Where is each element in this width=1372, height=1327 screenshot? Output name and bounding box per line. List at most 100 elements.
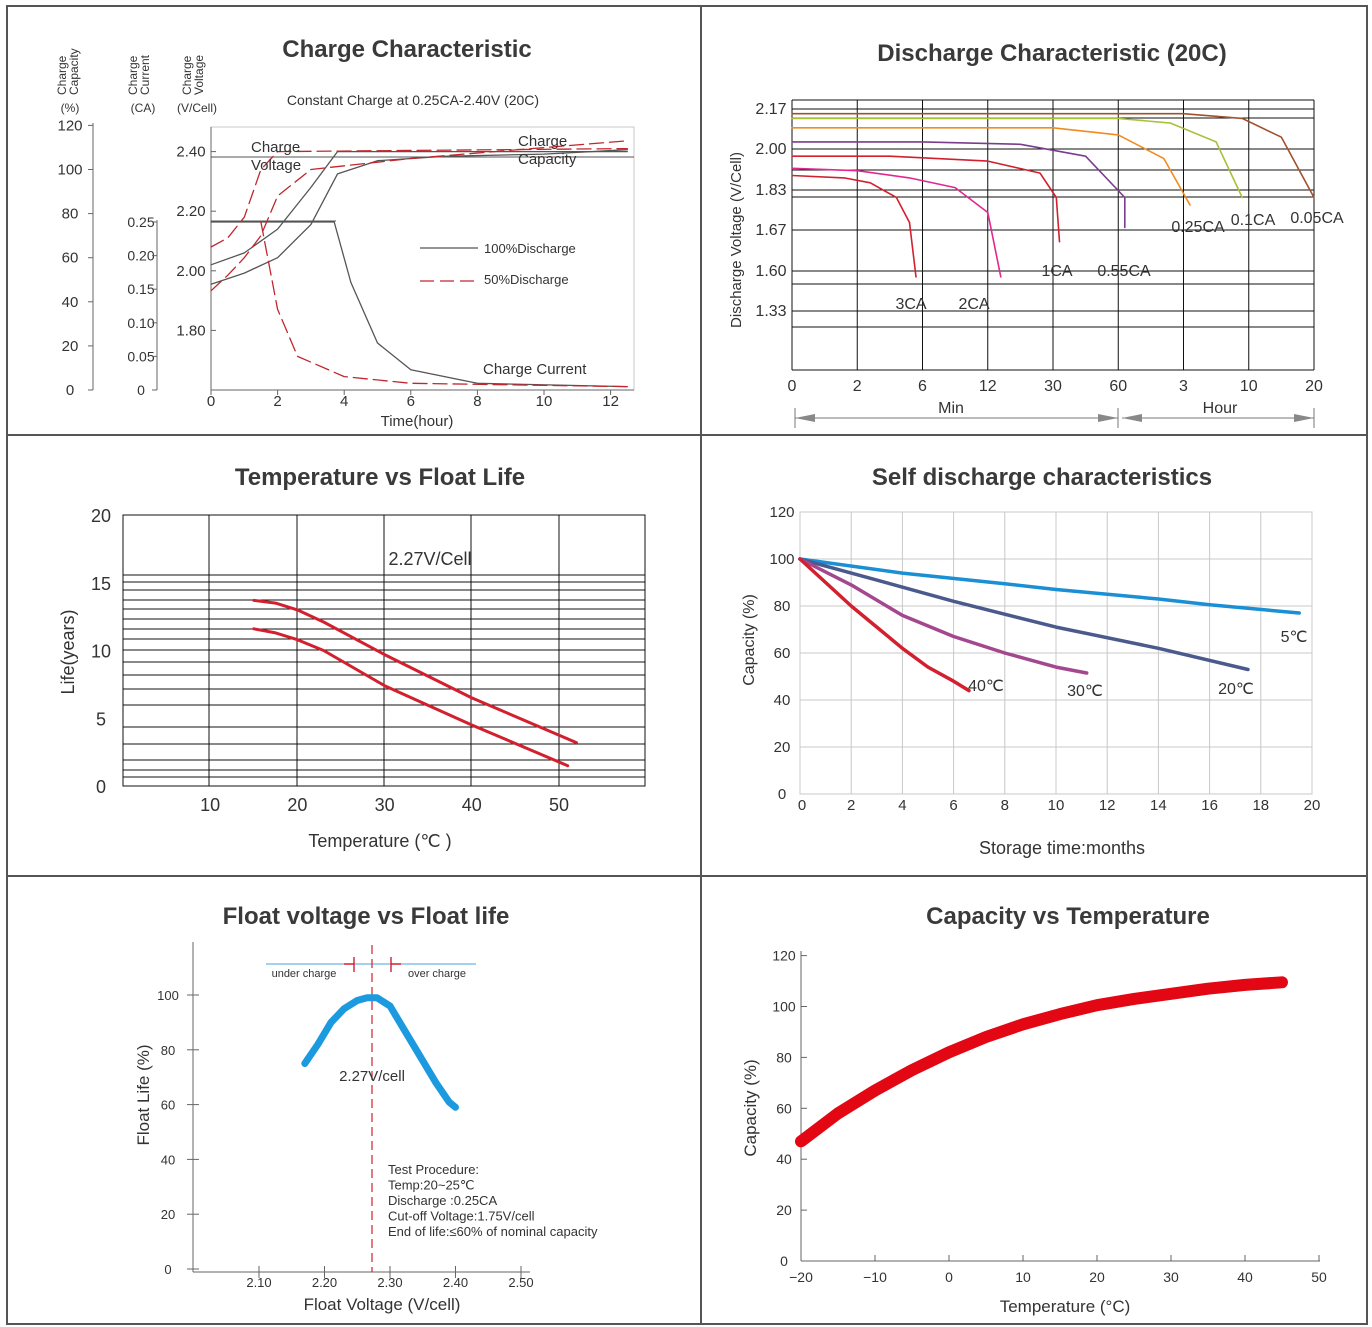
capacity-tick-label: 20 <box>62 338 79 355</box>
chart-subtitle: Constant Charge at 0.25CA-2.40V (20C) <box>287 92 539 108</box>
x-tick-label: 10 <box>200 795 220 815</box>
series-line <box>798 557 1301 615</box>
x-unit-label: Hour <box>1203 400 1238 417</box>
x-tick-label: 50 <box>549 795 569 815</box>
series-capacity-line <box>210 149 628 285</box>
axis-unit-label: (%) <box>61 101 80 115</box>
y-tick-label: 120 <box>772 948 796 964</box>
series-line <box>791 112 1315 199</box>
x-tick-label: 10 <box>536 393 553 410</box>
procedure-text: Discharge :0.25CA <box>388 1193 497 1208</box>
y-tick-label: 80 <box>776 1049 792 1065</box>
x-tick-label: 2.10 <box>246 1275 271 1290</box>
x-tick-label: 0 <box>945 1269 953 1285</box>
series-label: 40℃ <box>968 678 1004 695</box>
self-discharge-chart: 0 20 40 60 80 100 120 0 2 4 6 8 10 12 14 16 18 20 Storage … <box>741 504 1320 858</box>
y-tick-label: 40 <box>776 1151 792 1167</box>
y-tick-label: 2.00 <box>755 141 786 158</box>
chart-title: Charge Characteristic <box>282 36 531 63</box>
current-tick-label: 0.20 <box>127 248 154 264</box>
y-tick-label: 40 <box>774 692 791 709</box>
series-line <box>301 994 459 1111</box>
y-tick-label: 5 <box>96 709 106 729</box>
chart-title: Capacity vs Temperature <box>926 903 1210 930</box>
y-tick-label: 120 <box>769 504 794 521</box>
annotation-label: over charge <box>408 968 466 980</box>
axis-head-text: Current <box>138 54 152 95</box>
axis-unit-label: (V/Cell) <box>177 101 217 115</box>
range-marker <box>344 957 401 972</box>
x-tick-label: 12 <box>1099 797 1116 814</box>
current-tick-label: 0.25 <box>127 214 154 230</box>
x-tick-label: 20 <box>1305 378 1323 395</box>
x-tick-label: 2.30 <box>377 1275 402 1290</box>
y-axis-label: Life(years) <box>58 609 78 694</box>
y-tick-label: 20 <box>776 1202 792 1218</box>
x-tick-label: 2 <box>853 378 862 395</box>
x-tick-label: 10 <box>1015 1269 1031 1285</box>
axis-head-text: Charge <box>126 55 140 95</box>
y-tick-label: 1.67 <box>755 222 786 239</box>
capacity-tick-label: 40 <box>62 294 79 311</box>
x-tick-label: 2 <box>847 797 855 814</box>
capacity-tick-label: 80 <box>62 206 79 223</box>
capacity-tick-label: 120 <box>57 117 82 134</box>
x-tick-label: 30 <box>375 795 395 815</box>
x-tick-label: 40 <box>462 795 482 815</box>
float-voltage-life-chart: 0 20 40 60 80 100 2.10 2.20 2.30 2.40 2.50 Float Vo… <box>134 942 598 1314</box>
x-tick-label: 60 <box>1109 378 1127 395</box>
x-axis-label: Time(hour) <box>381 413 454 430</box>
chart-title: Float voltage vs Float life <box>223 903 510 930</box>
x-tick-label: 12 <box>979 378 997 395</box>
series-line <box>795 976 1288 1148</box>
x-tick-label: 2.50 <box>508 1275 533 1290</box>
y-axis-label: Float Life (%) <box>134 1044 153 1145</box>
x-tick-label: 20 <box>1304 797 1321 814</box>
series-current-line <box>260 221 628 388</box>
annotation-label: Charge Current <box>483 361 587 378</box>
y-tick-label: 100 <box>157 988 179 1003</box>
annotation-label: under charge <box>272 968 337 980</box>
y-axis-label: Discharge Voltage (V/Cell) <box>728 152 745 328</box>
axis-head-text: Capacity <box>67 48 81 95</box>
series-label: 0.1CA <box>1231 212 1276 229</box>
x-tick-label: 2.40 <box>443 1275 468 1290</box>
x-tick-label: 0 <box>798 797 806 814</box>
series-label: 30℃ <box>1067 683 1103 700</box>
x-tick-label: 30 <box>1163 1269 1179 1285</box>
procedure-text: End of life:≤60% of nominal capacity <box>388 1224 598 1239</box>
series-label: 0.55CA <box>1097 263 1151 280</box>
x-tick-label: −20 <box>789 1269 813 1285</box>
x-tick-label: 14 <box>1150 797 1167 814</box>
x-tick-label: 0 <box>207 393 215 410</box>
x-tick-label: 3 <box>1179 378 1188 395</box>
x-axis-label: Temperature (°C) <box>1000 1297 1131 1316</box>
y-tick-label: 20 <box>91 506 111 526</box>
y-tick-label: 1.33 <box>755 303 786 320</box>
x-tick-label: 6 <box>949 797 957 814</box>
annotation-label: 2.27V/Cell <box>388 549 471 569</box>
x-tick-label: 10 <box>1240 378 1258 395</box>
temperature-float-life-chart: 0 5 10 15 20 10 20 30 40 50 Temperature (℃ ) Life(y… <box>58 506 646 851</box>
voltage-tick-label: 2.40 <box>176 144 205 161</box>
series-label: 3CA <box>895 296 926 313</box>
x-tick-label: 6 <box>918 378 927 395</box>
series-line <box>252 598 578 745</box>
y-tick-label: 100 <box>769 551 794 568</box>
capacity-tick-label: 100 <box>57 162 82 179</box>
series-line <box>798 557 971 693</box>
x-tick-label: 2.20 <box>312 1275 337 1290</box>
capacity-temperature-chart: 0 20 40 60 80 100 120 −20 −10 0 10 20 30 40 50 Temperat… <box>741 948 1327 1316</box>
current-tick-label: 0 <box>137 382 145 398</box>
x-axis-label: Temperature (℃ ) <box>308 831 451 851</box>
series-label: 20℃ <box>1218 681 1254 698</box>
x-tick-label: 50 <box>1311 1269 1327 1285</box>
voltage-tick-label: 1.80 <box>176 322 205 339</box>
procedure-text: Test Procedure: <box>388 1162 479 1177</box>
x-tick-label: 8 <box>1001 797 1009 814</box>
y-tick-label: 60 <box>776 1100 792 1116</box>
chart-title: Temperature vs Float Life <box>235 464 525 491</box>
series-voltage-line <box>210 150 628 266</box>
y-tick-label: 0 <box>164 1262 171 1277</box>
